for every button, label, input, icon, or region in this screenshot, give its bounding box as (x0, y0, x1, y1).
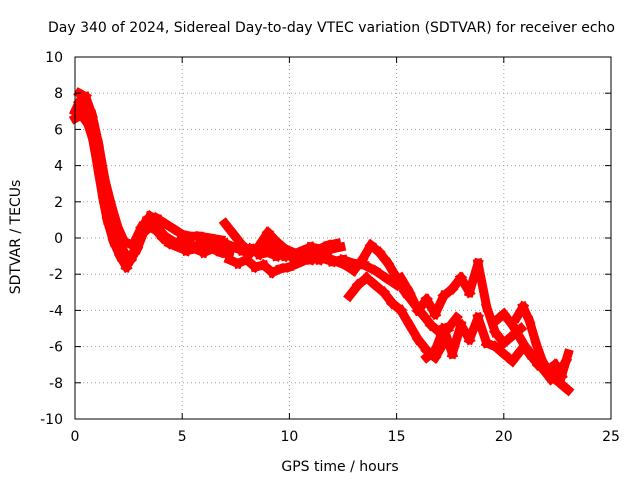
series-markers (75, 89, 225, 250)
x-tick-label: 10 (280, 429, 298, 445)
y-tick-label: -4 (49, 303, 63, 319)
series-markers (422, 313, 525, 366)
chart-title: Day 340 of 2024, Sidereal Day-to-day VTE… (48, 20, 615, 36)
x-axis-title: GPS time / hours (281, 459, 398, 475)
y-tick-label: 8 (54, 86, 63, 102)
x-tick-label: 15 (388, 429, 406, 445)
x-tick-label: 0 (71, 429, 80, 445)
y-tick-label: 4 (54, 159, 63, 175)
y-tick-label: -10 (40, 412, 63, 428)
plot-data (68, 87, 575, 397)
y-tick-label: -8 (49, 376, 63, 392)
y-tick-label: 10 (45, 50, 63, 66)
x-tick-label: 25 (602, 429, 620, 445)
series-markers (521, 342, 570, 384)
y-tick-label: 6 (54, 122, 63, 138)
x-tick-label: 5 (178, 429, 187, 445)
axis-ticks: 0 5 10 15 20 25 -10 -8 -6 -4 -2 0 2 4 6 8 10 (40, 50, 620, 445)
y-tick-label: 0 (54, 231, 63, 247)
y-axis-title: SDTVAR / TECUs (8, 180, 24, 295)
y-tick-label: -6 (49, 340, 63, 356)
x-tick-label: 20 (495, 429, 513, 445)
series-markers (396, 259, 525, 347)
series-track-3 (73, 87, 226, 252)
grid-lines (75, 57, 611, 419)
y-tick-label: -2 (49, 267, 63, 283)
y-tick-label: 2 (54, 195, 63, 211)
